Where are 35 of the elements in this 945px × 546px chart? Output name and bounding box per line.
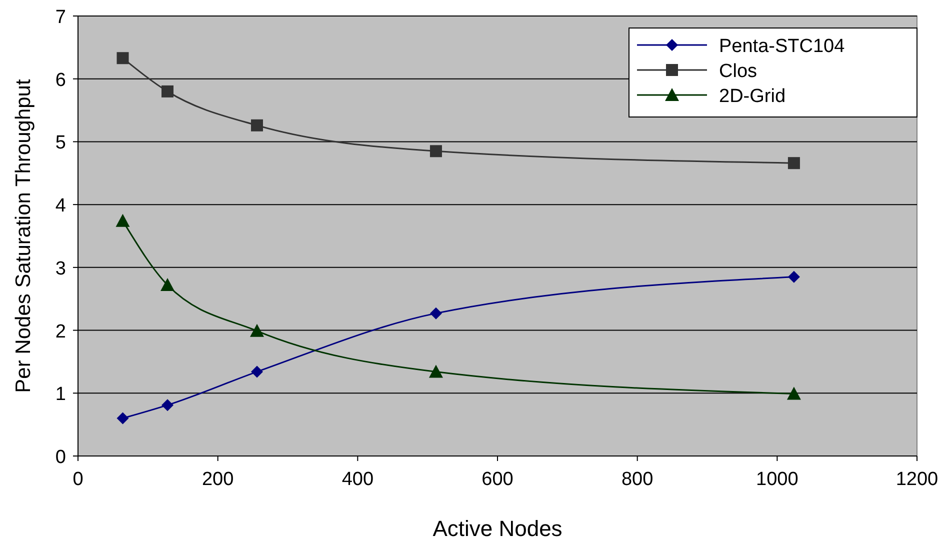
y-tick-label: 2 [55,321,66,342]
point [430,145,442,158]
x-tick-label: 0 [72,469,84,490]
legend-label: 2D-Grid [719,86,786,107]
y-tick-label: 1 [55,384,66,406]
point [430,307,442,320]
point [250,366,263,378]
point [788,270,800,283]
x-tick-label: 800 [621,469,654,490]
x-tick-label: 1000 [756,469,798,490]
y-tick-label: 0 [55,447,66,468]
point [250,119,263,132]
legend-label: Penta-STC104 [719,36,846,57]
point [116,412,129,424]
point [116,214,130,227]
point [428,364,443,378]
y-tick-label: 3 [55,258,66,280]
y-tick-label: 7 [55,7,66,28]
x-tick-label: 600 [482,469,514,490]
point [788,157,800,170]
y-axis-title: Per Nodes Saturation Throughput [12,79,35,393]
point [786,386,801,400]
x-tick-label: 200 [202,469,234,490]
y-tick-label: 6 [55,70,66,91]
point [250,324,264,337]
y-tick-label: 4 [55,196,66,217]
legend-label: Clos [719,61,758,82]
x-tick-label: 1200 [896,469,938,490]
point [161,85,174,98]
point [116,52,129,64]
x-tick-label: 400 [342,469,374,490]
point [161,399,174,412]
x-axis-title: Active Nodes [432,516,562,541]
y-tick-label: 5 [55,132,66,154]
point [160,278,174,292]
